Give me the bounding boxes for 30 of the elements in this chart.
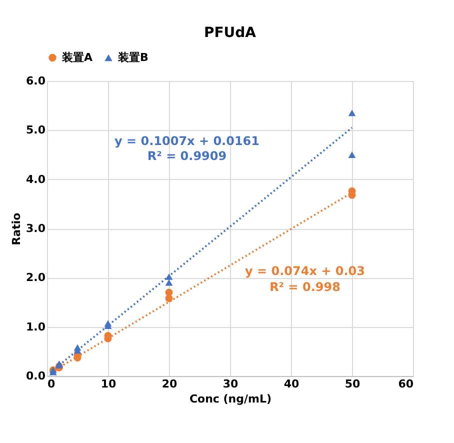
legend-label: 装置B <box>117 50 148 64</box>
y-tick-label: 3.0 <box>26 222 46 235</box>
x-tick-label: 60 <box>398 378 414 390</box>
point <box>165 279 173 286</box>
point <box>348 152 356 158</box>
y-tick-label: 0.0 <box>26 370 46 382</box>
point <box>165 288 173 296</box>
point <box>74 344 82 351</box>
x-axis-title: Conc (ng/mL) <box>189 392 272 406</box>
legend-label: 装置A <box>61 50 93 64</box>
x-tick-label: 50 <box>344 378 360 390</box>
point <box>165 273 173 280</box>
point <box>348 110 356 116</box>
annotation: R² = 0.998 <box>270 280 340 294</box>
y-tick-label: 4.0 <box>26 172 46 186</box>
annotation: R² = 0.9909 <box>147 149 227 163</box>
chart-title: PFUdA <box>204 25 256 41</box>
x-tick-label: 10 <box>100 378 116 390</box>
y-tick-label: 2.0 <box>26 271 46 284</box>
x-tick-label: 30 <box>222 378 238 390</box>
x-tick-label: 20 <box>162 378 178 390</box>
x-tick-label: 40 <box>284 378 300 390</box>
annotation: y = 0.1007x + 0.0161 <box>114 134 260 148</box>
y-tick-label: 5.0 <box>26 124 46 137</box>
annotation: y = 0.074x + 0.03 <box>245 264 365 278</box>
point <box>104 320 112 327</box>
y-tick-label: 1.0 <box>26 320 46 334</box>
y-tick-label: 6.0 <box>26 74 46 88</box>
x-tick-label: 0 <box>48 378 56 390</box>
y-axis-title: Ratio <box>10 212 24 246</box>
